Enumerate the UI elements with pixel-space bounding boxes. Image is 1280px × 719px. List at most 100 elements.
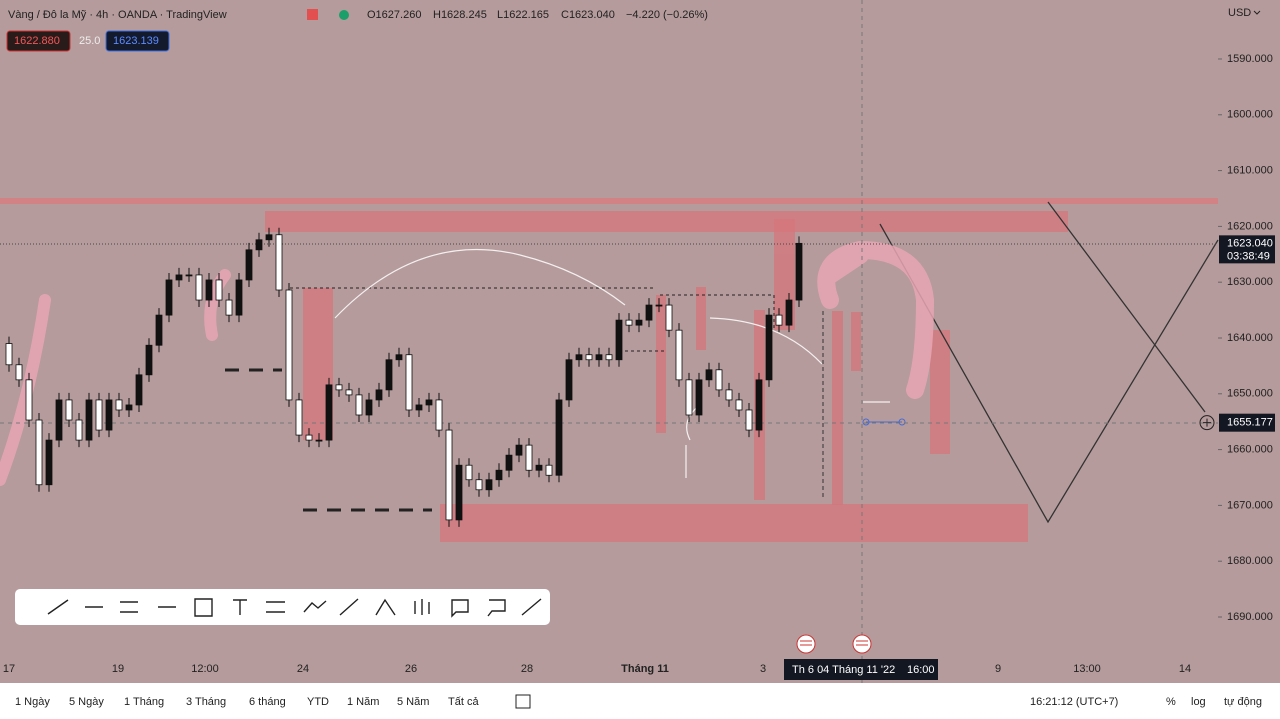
candle-body [345,389,353,396]
candle-body [285,289,293,401]
crosshair-time: Th 6 04 Tháng 11 '22 [792,664,895,676]
event-flag-stripes [856,640,868,646]
countdown: 03:38:49 [1227,250,1270,262]
candle-body [5,343,13,366]
range-button[interactable]: 1 Năm [347,696,379,708]
candle-body [135,374,143,406]
x-tick-label: 28 [521,663,533,675]
candle-body [65,399,73,421]
candle-body [585,354,593,361]
range-button[interactable]: 5 Ngày [69,696,104,708]
header-text: H1628.245 [433,9,487,21]
candle-body [375,389,383,401]
y-tick-label: 1650.000 [1227,388,1273,400]
header-text: O1627.260 [367,9,421,21]
crosshair-hour: 16:00 [907,664,935,676]
candle-body [655,304,663,307]
candle-body [785,299,793,326]
y-tick-label: 1610.000 [1227,164,1273,176]
clock: 16:21:12 (UTC+7) [1030,696,1118,708]
candle-body [335,384,343,391]
range-button[interactable]: 3 Tháng [186,696,226,708]
x-tick-label: 24 [297,663,309,675]
candle-body [695,379,703,416]
y-tick-label: 1600.000 [1227,109,1273,121]
candle-body [295,399,303,436]
add-alert-plus[interactable] [1203,418,1211,427]
x-tick-label: 14 [1179,663,1191,675]
candle-body [415,404,423,411]
candle-body [625,319,633,326]
spread: 25.0 [79,35,100,47]
candle-body [525,444,533,471]
x-tick-label: 19 [112,663,124,675]
range-button[interactable]: 1 Ngày [15,696,50,708]
sell-box[interactable] [6,30,71,52]
range-button[interactable]: 1 Tháng [124,696,164,708]
crosshair-price-box [1219,413,1275,432]
status-dot [339,10,349,20]
candle-body [355,394,363,416]
candle-body [685,379,693,416]
candle-body [605,354,613,361]
header-text: L1622.165 [497,9,549,21]
y-tick-label: 1690.000 [1227,611,1273,623]
candle-body [35,419,43,486]
candle-body [595,354,603,361]
add-alert[interactable] [1199,415,1215,431]
last-price: 1623.040 [1227,237,1273,249]
range-button[interactable]: Tất cả [448,696,479,708]
candle-body [755,379,763,431]
candle-body [55,399,63,441]
candle-body [405,354,413,411]
candle-body [665,304,673,331]
y-tick-label: 1660.000 [1227,444,1273,456]
candle-body [185,274,193,277]
x-tick-label: 13:00 [1073,663,1101,675]
candle-body [675,329,683,381]
candle-body [365,399,373,416]
candle-body [275,234,283,291]
buy-box[interactable] [105,30,170,52]
candle-body [75,419,83,441]
candle-body [235,279,243,316]
log-toggle[interactable]: log [1191,696,1206,708]
candle-body [245,249,253,281]
range-button[interactable]: 6 tháng [249,696,286,708]
candle-body [145,344,153,376]
y-tick-label: 1680.000 [1227,555,1273,567]
candle-body [225,299,233,316]
header-text: Vàng / Đô la Mỹ · 4h · OANDA · TradingVi… [8,9,227,21]
auto-toggle[interactable]: tự động [1224,696,1262,708]
sell-price[interactable]: 1622.880 [14,35,60,47]
event-flag[interactable] [852,634,872,654]
range-button[interactable]: YTD [307,696,329,708]
x-tick-label: 26 [405,663,417,675]
candle-body [535,464,543,471]
x-tick-label: 17 [3,663,15,675]
percent-toggle[interactable]: % [1166,696,1176,708]
event-flag-stripes [800,640,812,646]
y-tick-label: 1630.000 [1227,276,1273,288]
buy-price[interactable]: 1623.139 [113,35,159,47]
event-flag[interactable] [796,634,816,654]
candle-body [325,384,333,441]
candle-body [575,354,583,361]
goto-date-icon[interactable] [515,694,531,709]
x-tick-label: Tháng 11 [621,663,669,675]
currency-caret[interactable] [1253,10,1261,15]
header-text: C1623.040 [561,9,615,21]
candle-body [115,399,123,411]
candle-body [315,439,323,442]
candle-body [85,399,93,441]
candle-body [125,404,133,411]
candle-body [485,479,493,491]
candle-body [445,429,453,521]
candle-body [765,314,773,381]
candle-body [205,279,213,301]
currency[interactable]: USD [1228,7,1251,19]
header-text: −4.220 (−0.26%) [626,9,708,21]
range-button[interactable]: 5 Năm [397,696,429,708]
